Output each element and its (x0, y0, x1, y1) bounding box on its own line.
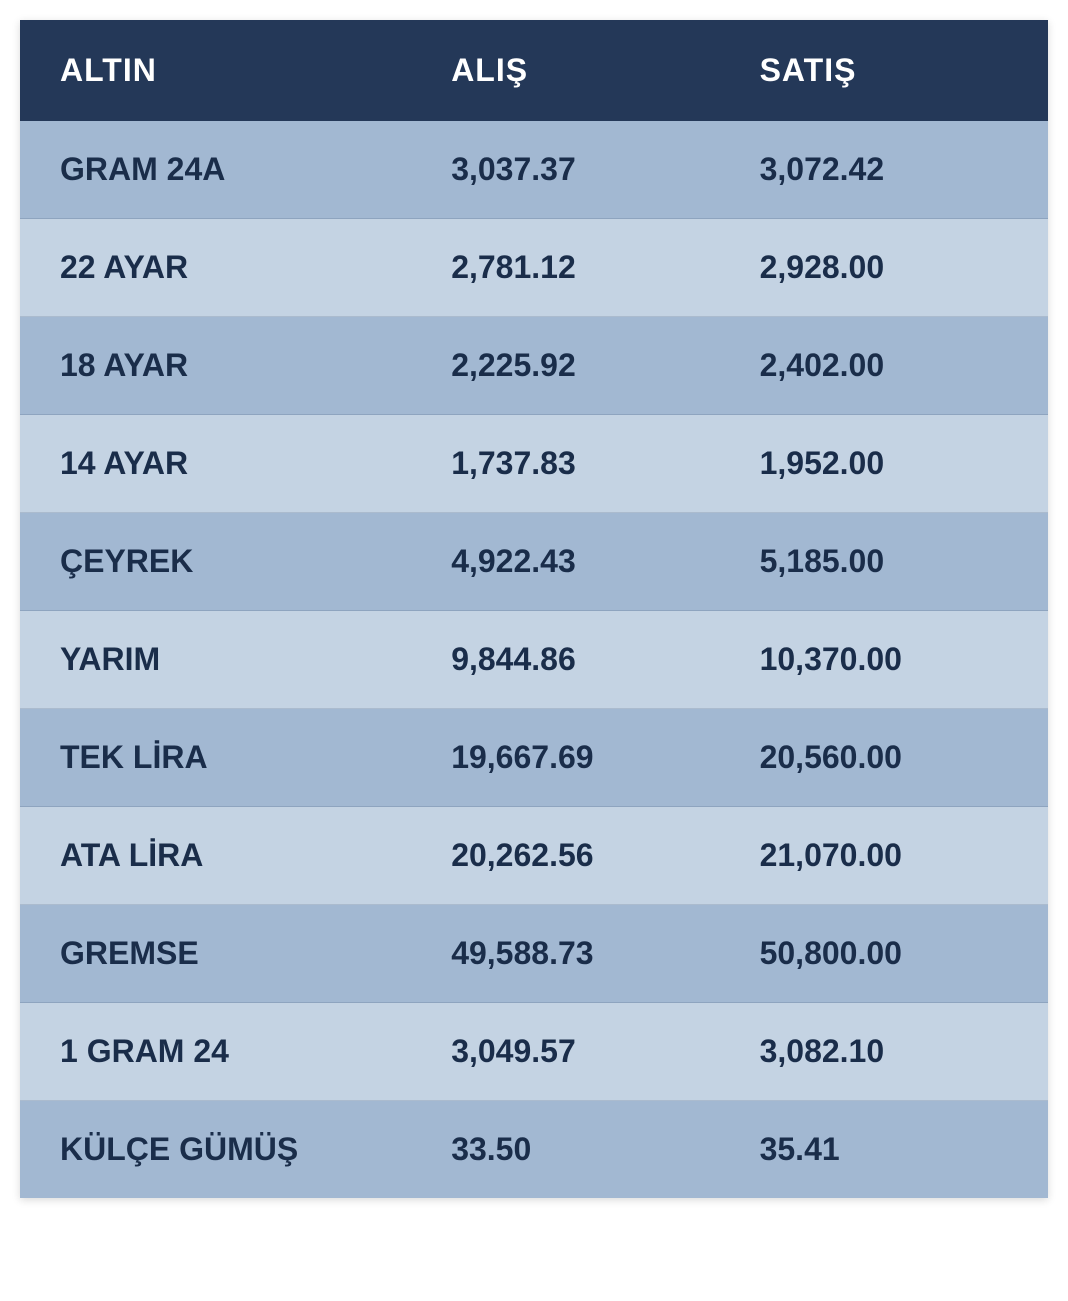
cell-sell: 35.41 (740, 1131, 1048, 1168)
table-row: 18 AYAR2,225.922,402.00 (20, 317, 1048, 415)
cell-sell: 20,560.00 (740, 739, 1048, 776)
cell-name: GRAM 24A (20, 151, 431, 188)
cell-buy: 33.50 (431, 1131, 739, 1168)
table-row: TEK LİRA19,667.6920,560.00 (20, 709, 1048, 807)
cell-buy: 19,667.69 (431, 739, 739, 776)
table-row: GRAM 24A3,037.373,072.42 (20, 121, 1048, 219)
cell-name: 18 AYAR (20, 347, 431, 384)
table-row: ÇEYREK4,922.435,185.00 (20, 513, 1048, 611)
cell-buy: 3,049.57 (431, 1033, 739, 1070)
table-row: KÜLÇE GÜMÜŞ33.5035.41 (20, 1101, 1048, 1198)
cell-sell: 10,370.00 (740, 641, 1048, 678)
cell-name: GREMSE (20, 935, 431, 972)
cell-buy: 2,781.12 (431, 249, 739, 286)
table-row: YARIM9,844.8610,370.00 (20, 611, 1048, 709)
header-buy: ALIŞ (431, 52, 739, 89)
cell-sell: 2,928.00 (740, 249, 1048, 286)
cell-buy: 9,844.86 (431, 641, 739, 678)
table-row: 1 GRAM 243,049.573,082.10 (20, 1003, 1048, 1101)
cell-name: ATA LİRA (20, 837, 431, 874)
table-header: ALTIN ALIŞ SATIŞ (20, 20, 1048, 121)
cell-buy: 49,588.73 (431, 935, 739, 972)
cell-buy: 1,737.83 (431, 445, 739, 482)
table-row: GREMSE49,588.7350,800.00 (20, 905, 1048, 1003)
table-row: ATA LİRA20,262.5621,070.00 (20, 807, 1048, 905)
cell-sell: 3,072.42 (740, 151, 1048, 188)
cell-buy: 3,037.37 (431, 151, 739, 188)
cell-name: YARIM (20, 641, 431, 678)
cell-name: 22 AYAR (20, 249, 431, 286)
cell-buy: 20,262.56 (431, 837, 739, 874)
table-row: 22 AYAR2,781.122,928.00 (20, 219, 1048, 317)
table-body: GRAM 24A3,037.373,072.4222 AYAR2,781.122… (20, 121, 1048, 1198)
gold-price-table: ALTIN ALIŞ SATIŞ GRAM 24A3,037.373,072.4… (20, 20, 1048, 1198)
cell-name: ÇEYREK (20, 543, 431, 580)
cell-sell: 50,800.00 (740, 935, 1048, 972)
cell-sell: 5,185.00 (740, 543, 1048, 580)
cell-buy: 4,922.43 (431, 543, 739, 580)
cell-name: TEK LİRA (20, 739, 431, 776)
cell-name: 1 GRAM 24 (20, 1033, 431, 1070)
cell-sell: 1,952.00 (740, 445, 1048, 482)
cell-name: 14 AYAR (20, 445, 431, 482)
header-name: ALTIN (20, 52, 431, 89)
table-row: 14 AYAR1,737.831,952.00 (20, 415, 1048, 513)
cell-sell: 3,082.10 (740, 1033, 1048, 1070)
cell-name: KÜLÇE GÜMÜŞ (20, 1131, 431, 1168)
header-sell: SATIŞ (740, 52, 1048, 89)
cell-sell: 21,070.00 (740, 837, 1048, 874)
cell-buy: 2,225.92 (431, 347, 739, 384)
cell-sell: 2,402.00 (740, 347, 1048, 384)
